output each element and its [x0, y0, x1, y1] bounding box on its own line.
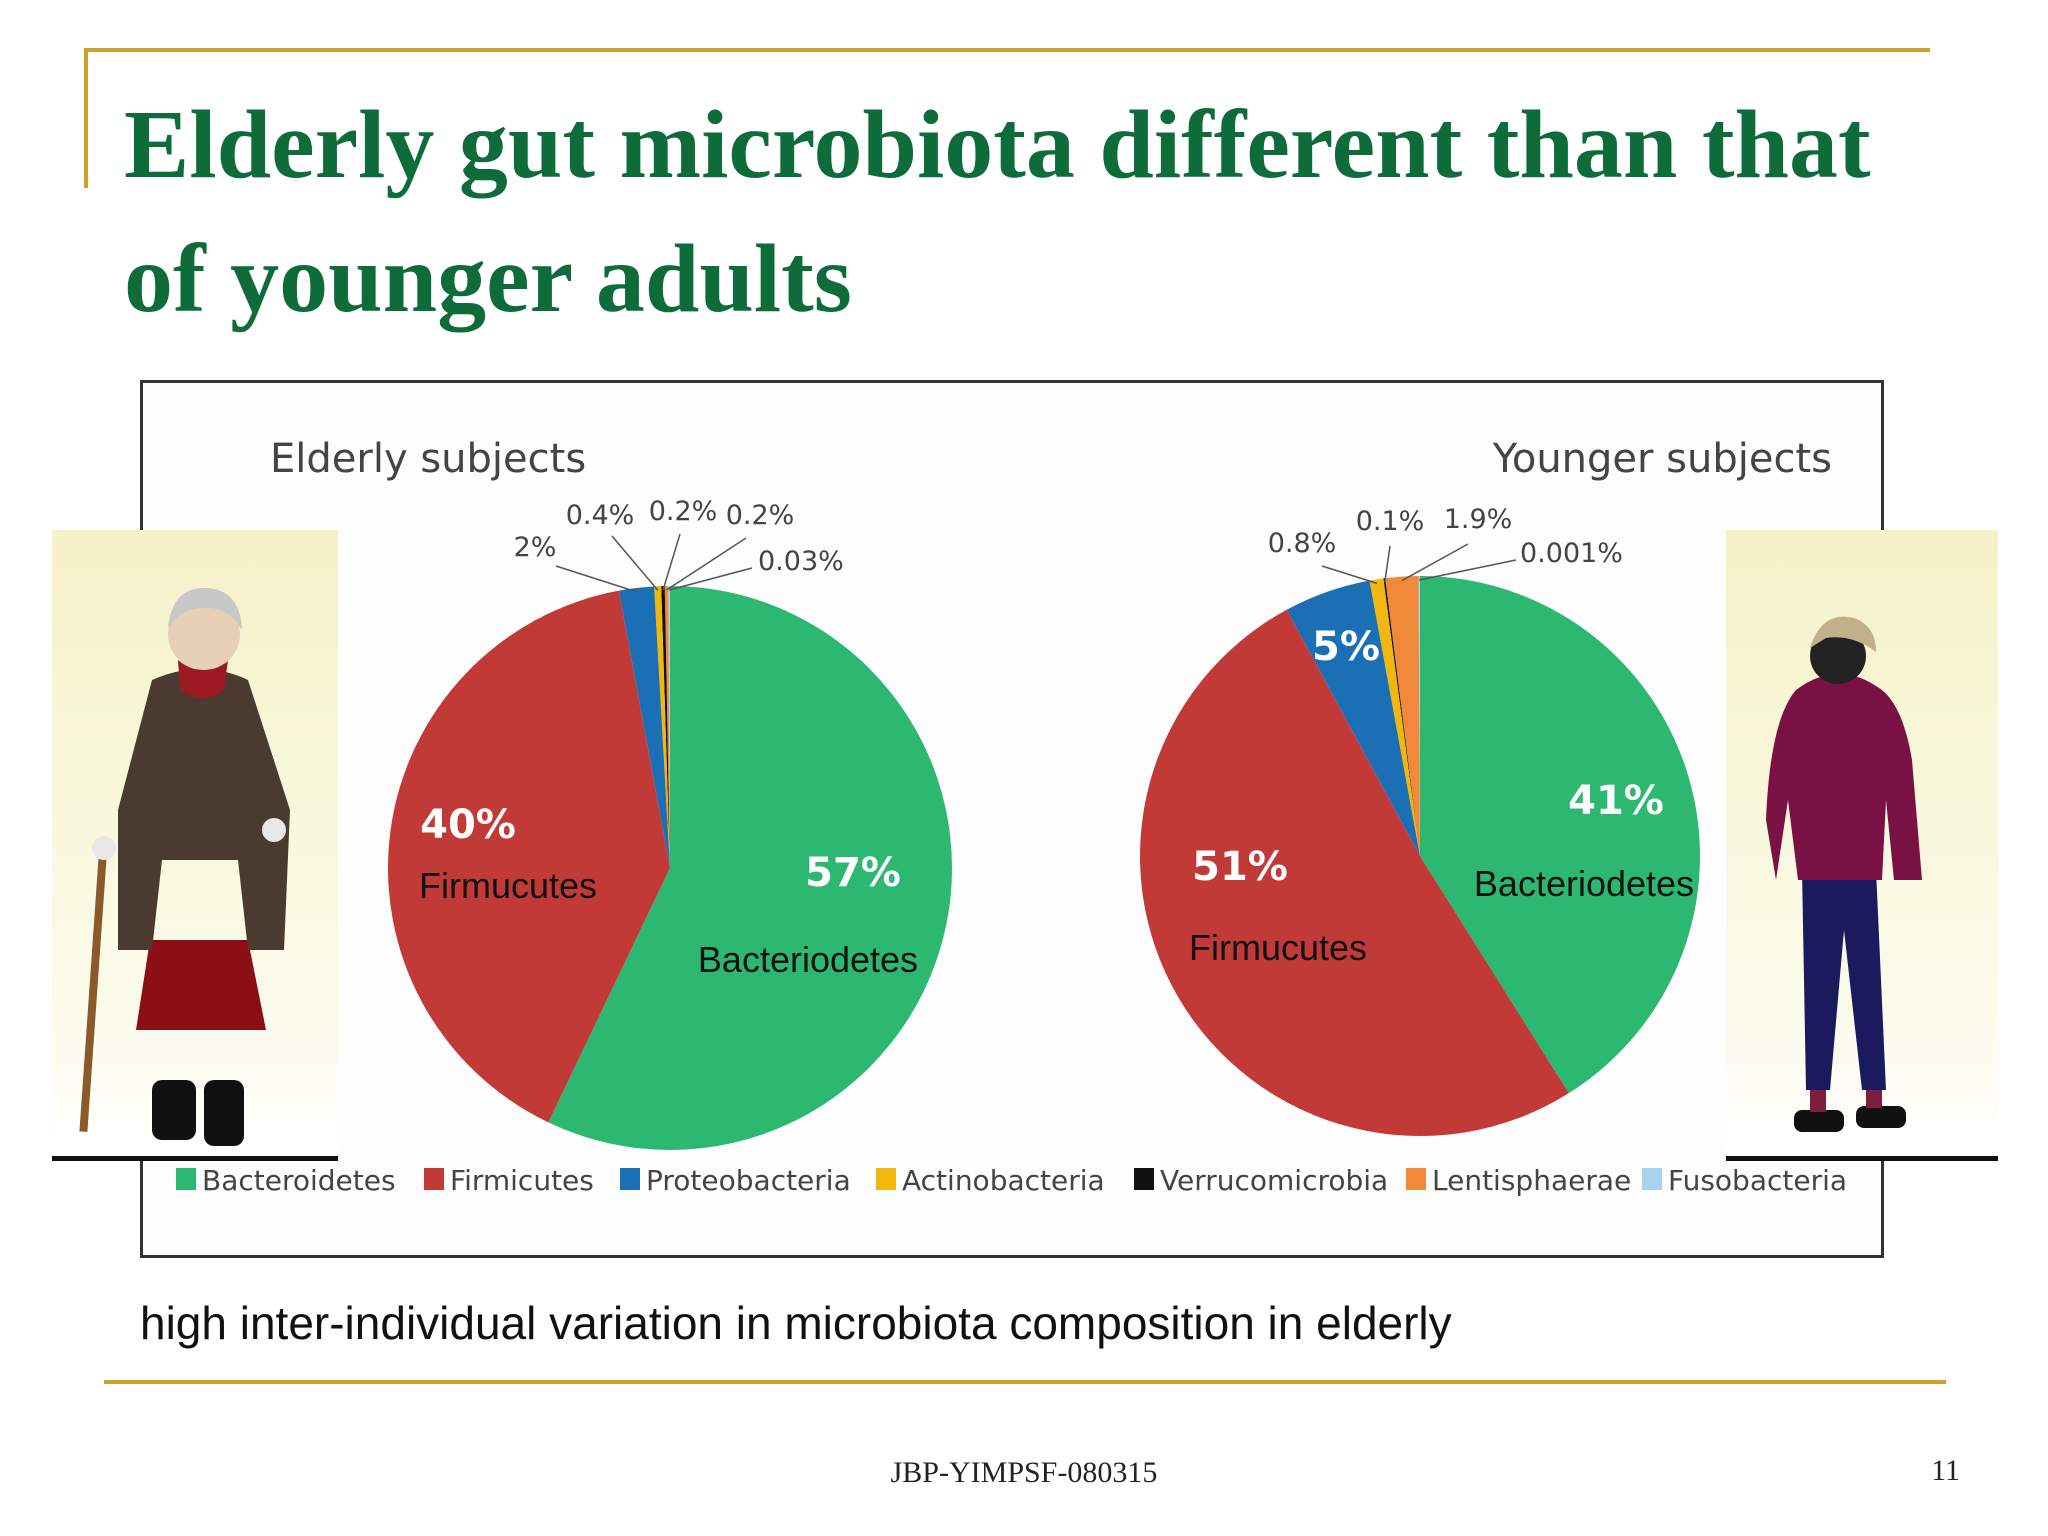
legend-swatch-firmicutes	[424, 1168, 444, 1190]
legend-swatch-fusobacteria	[1642, 1168, 1662, 1190]
younger-slice-fusobacteria	[1418, 576, 1420, 856]
gray-hair	[168, 588, 242, 630]
elderly-small-label-verrucomicrobia: 0.2%	[649, 496, 718, 527]
younger-leader-line-fusobacteria	[1419, 559, 1517, 581]
bottom-accent-rule	[104, 1380, 1946, 1384]
younger-small-label-fusobacteria: 0.001%	[1520, 538, 1623, 569]
younger-person-illustration	[1726, 530, 1998, 1160]
top-accent-rule	[84, 48, 1930, 52]
younger-small-label-lentisphaerae: 1.9%	[1444, 504, 1513, 535]
elderly-leader-line-lentisphaerae	[666, 537, 747, 591]
younger-slice-lentisphaerae	[1385, 576, 1420, 856]
elderly-slice-verrucomicrobia	[661, 586, 670, 868]
navy-trousers	[1802, 870, 1886, 1090]
younger-ground-line	[1726, 1156, 1998, 1161]
page-number: 11	[1931, 1454, 1960, 1487]
legend-swatch-bacteroidetes	[176, 1168, 196, 1190]
dark-coat	[118, 669, 290, 950]
elderly-small-label-proteobacteria: 2%	[514, 532, 557, 563]
head	[1810, 628, 1866, 684]
elderly-value-label-firmicutes: 40%	[420, 802, 516, 848]
slide-title: Elderly gut microbiota different than th…	[124, 91, 1871, 333]
elderly-slice-actinobacteria	[654, 586, 670, 868]
younger-slice-proteobacteria	[1286, 580, 1420, 856]
elderly-leader-line-verrucomicrobia	[662, 533, 681, 591]
elderly-small-label-lentisphaerae: 0.2%	[726, 500, 795, 531]
legend-swatch-proteobacteria	[620, 1168, 640, 1190]
tan-hat	[1810, 616, 1876, 652]
elderly-person-illustration	[52, 530, 338, 1160]
younger-slice-verrucomicrobia	[1383, 578, 1420, 856]
right-shoe	[1856, 1106, 1906, 1128]
younger-overlay-label-firmicutes: Firmucutes	[1189, 927, 1367, 968]
elderly-slice-bacteroidetes	[548, 586, 952, 1150]
elderly-small-label-actinobacteria: 0.4%	[566, 500, 635, 531]
elderly-overlay-label-bacteroidetes: Bacteriodetes	[698, 939, 918, 980]
legend-label-firmicutes: Firmicutes	[450, 1164, 594, 1197]
cane	[79, 840, 108, 1132]
younger-slice-bacteroidetes	[1420, 576, 1700, 1094]
younger-leader-line-verrucomicrobia	[1384, 545, 1391, 583]
elderly-slice-lentisphaerae	[664, 586, 670, 868]
chart-legend: Bacteroidetes Firmicutes Proteobacteria Act…	[176, 1164, 1847, 1197]
right-sock	[1866, 1086, 1882, 1108]
legend-label-verrucomicrobia: Verrucomicrobia	[1160, 1164, 1388, 1197]
elderly-value-label-bacteroidetes: 57%	[805, 850, 901, 896]
elderly-slice-firmicutes	[388, 590, 670, 1123]
right-boot	[204, 1080, 244, 1146]
red-scarf	[178, 660, 228, 698]
younger-value-label-proteobacteria: 5%	[1312, 624, 1380, 670]
elderly-leader-line-fusobacteria	[668, 567, 753, 591]
legend-label-lentisphaerae: Lentisphaerae	[1432, 1164, 1631, 1197]
left-accent-rule	[84, 48, 88, 188]
slide-footer: JBP-YIMPSF-080315	[890, 1456, 1158, 1489]
younger-leader-line-lentisphaerae	[1401, 543, 1469, 582]
legend-label-fusobacteria: Fusobacteria	[1668, 1164, 1847, 1197]
left-boot	[152, 1080, 196, 1140]
elderly-pie: 57% 40% Bacteriodetes Firmucutes 2% 0.4% 0.2% 0…	[388, 496, 952, 1150]
legend-swatch-actinobacteria	[876, 1168, 896, 1190]
younger-slice-actinobacteria	[1369, 578, 1420, 856]
legend-swatch-verrucomicrobia	[1134, 1168, 1154, 1190]
magenta-jacket	[1766, 673, 1922, 880]
younger-slice-firmicutes	[1140, 609, 1569, 1136]
younger-value-label-firmicutes: 51%	[1192, 844, 1288, 890]
elderly-overlay-label-firmicutes: Firmucutes	[419, 865, 597, 906]
legend-swatch-lentisphaerae	[1406, 1168, 1426, 1190]
left-glove	[92, 836, 116, 860]
elderly-slice-proteobacteria	[618, 586, 670, 868]
elderly-leader-line-actinobacteria	[611, 535, 659, 591]
younger-small-label-verrucomicrobia: 0.1%	[1356, 506, 1425, 537]
slide-caption: high inter-individual variation in micro…	[140, 1297, 1452, 1349]
left-shoe	[1794, 1110, 1844, 1132]
younger-chart-title: Younger subjects	[1492, 436, 1832, 482]
younger-leader-line-actinobacteria	[1321, 565, 1378, 585]
elderly-leader-line-proteobacteria	[555, 565, 638, 593]
face	[168, 598, 240, 670]
red-skirt	[136, 940, 266, 1030]
elderly-chart-title: Elderly subjects	[270, 436, 586, 482]
right-glove	[262, 818, 286, 842]
legend-label-bacteroidetes: Bacteroidetes	[202, 1164, 396, 1197]
legend-label-actinobacteria: Actinobacteria	[902, 1164, 1105, 1197]
elderly-ground-line	[52, 1156, 338, 1161]
elderly-slice-fusobacteria	[668, 586, 670, 868]
left-sock	[1810, 1090, 1826, 1112]
elderly-small-label-fusobacteria: 0.03%	[758, 546, 844, 577]
younger-pie: 41% 51% 5% Bacteriodetes Firmucutes 0.8% 0.1% 1…	[1140, 504, 1700, 1136]
younger-small-label-actinobacteria: 0.8%	[1268, 528, 1337, 559]
younger-overlay-label-bacteroidetes: Bacteriodetes	[1474, 863, 1694, 904]
legend-label-proteobacteria: Proteobacteria	[646, 1164, 851, 1197]
younger-value-label-bacteroidetes: 41%	[1568, 778, 1664, 824]
